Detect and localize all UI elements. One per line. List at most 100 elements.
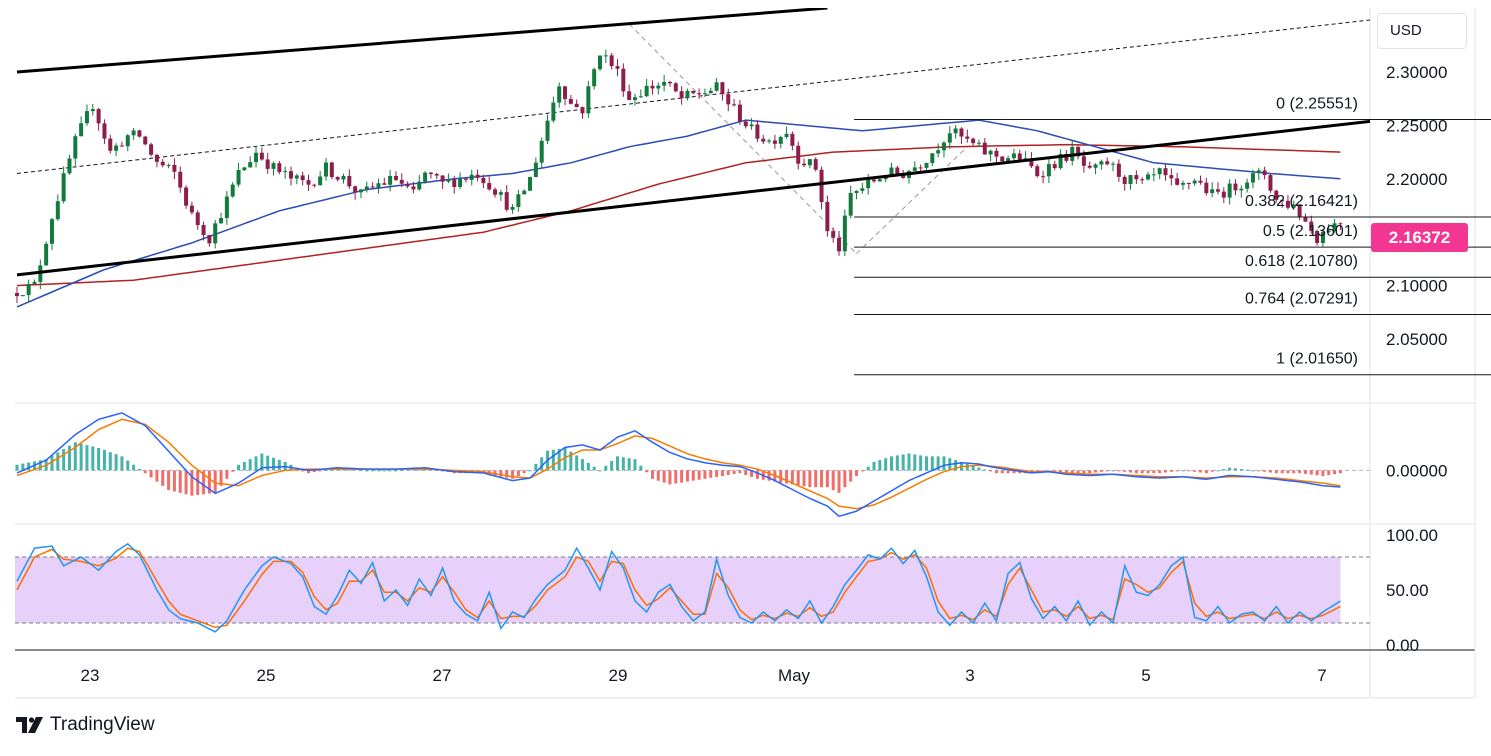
macd-histogram-bar [400,469,404,471]
macd-histogram-bar [872,461,876,471]
macd-histogram-bar [755,470,759,479]
candle [119,141,124,147]
macd-histogram-bar [499,470,503,477]
macd-histogram-bar [225,470,229,479]
macd-histogram-bar [551,449,555,471]
candle-body [55,201,60,220]
macd-histogram-bar [1333,470,1337,475]
candle-body [860,188,865,191]
candle [393,171,398,182]
stoch-rsi-pane[interactable] [15,542,1370,633]
price-pane[interactable] [15,8,1381,308]
macd-histogram-bar [91,446,95,471]
candle-body [1338,223,1343,225]
candle-body [1081,156,1086,166]
candle [988,149,993,162]
macd-histogram-bar [1117,470,1121,472]
macd-histogram-bar [376,470,380,472]
candle [84,104,89,126]
macd-histogram-bar [615,456,619,471]
macd-histogram-bar [633,459,637,471]
candle-body [784,133,789,138]
macd-histogram-bar [213,470,217,493]
macd-histogram-bar [785,470,789,484]
fibonacci-retracement[interactable]: 0 (2.25551) 0.382 (2.16421) 0.5 (2.13601) 0… [854,96,1491,376]
macd-histogram-bar [1268,470,1272,473]
macd-histogram-bar [1094,470,1098,473]
candle [1099,159,1104,170]
brand-name: TradingView [50,714,155,735]
candle [195,210,200,230]
candle [673,81,678,93]
candle-body [411,186,416,190]
candle-body [959,128,964,137]
candle [154,154,159,168]
macd-histogram-bar [1239,468,1243,471]
candle [178,166,183,193]
channel-upper-line [16,8,828,74]
candle-body [493,189,498,195]
candle [149,142,154,157]
candle [26,279,31,302]
ma-fast-line [16,119,1341,308]
macd-histogram-bar [202,470,206,495]
time-axis[interactable]: 23 25 27 29 May 3 5 7 [81,666,1327,685]
price-tick-label: 2.10000 [1386,277,1447,296]
candle-body [137,130,142,137]
brand[interactable]: TradingView [16,713,155,737]
macd-histogram-bar [528,470,532,472]
candle [1134,170,1139,184]
macd-histogram-bar [207,470,211,494]
macd-histogram-bar [511,470,515,479]
macd-histogram-bar [1099,470,1103,472]
candle-body [1029,158,1034,167]
macd-histogram-bar [1274,470,1278,474]
macd-histogram-bar [1169,470,1173,472]
candle-body [201,225,206,236]
candle-body [458,178,463,187]
candle-body [417,181,422,190]
candle-body [1011,153,1016,159]
price-axis[interactable]: 2.300002.250002.200002.150002.100002.050… [1386,63,1447,655]
candle-body [988,150,993,155]
candle [481,174,486,189]
candle-body [1093,164,1098,168]
candle [335,176,340,182]
candle-body [603,55,608,57]
fib-level-label: 0.382 (2.16421) [1245,193,1358,210]
candle [632,93,637,106]
macd-histogram-bar [97,447,101,471]
macd-histogram-bar [913,454,917,471]
currency-button[interactable]: USD [1377,13,1467,49]
macd-histogram-bar [1123,470,1127,472]
candle-body [667,81,672,84]
candle [1250,169,1255,189]
macd-histogram-bar [715,470,719,477]
macd-histogram-bar [15,464,19,471]
macd-histogram-bar [837,470,841,493]
candle [172,158,177,180]
candle-body [335,177,340,180]
candle [1332,219,1337,233]
price-tick-label: 2.25000 [1386,116,1447,135]
candle [516,189,521,212]
macd-histogram-bar [802,470,806,487]
candle-body [166,164,171,166]
candle-body [102,123,107,139]
candle [388,170,393,192]
macd-histogram-bar [1222,468,1226,471]
candle-body [586,86,591,114]
candle [1076,144,1081,160]
macd-histogram-bar [1251,470,1255,472]
swing-line-up [856,146,968,254]
candle-body [119,145,124,147]
candle [1303,213,1308,222]
candle [936,143,941,158]
macd-pane[interactable] [15,412,1370,518]
candle-body [254,152,259,163]
candle-body [796,145,801,164]
candle [574,99,579,108]
candle-body [563,86,568,99]
candle [376,178,381,194]
